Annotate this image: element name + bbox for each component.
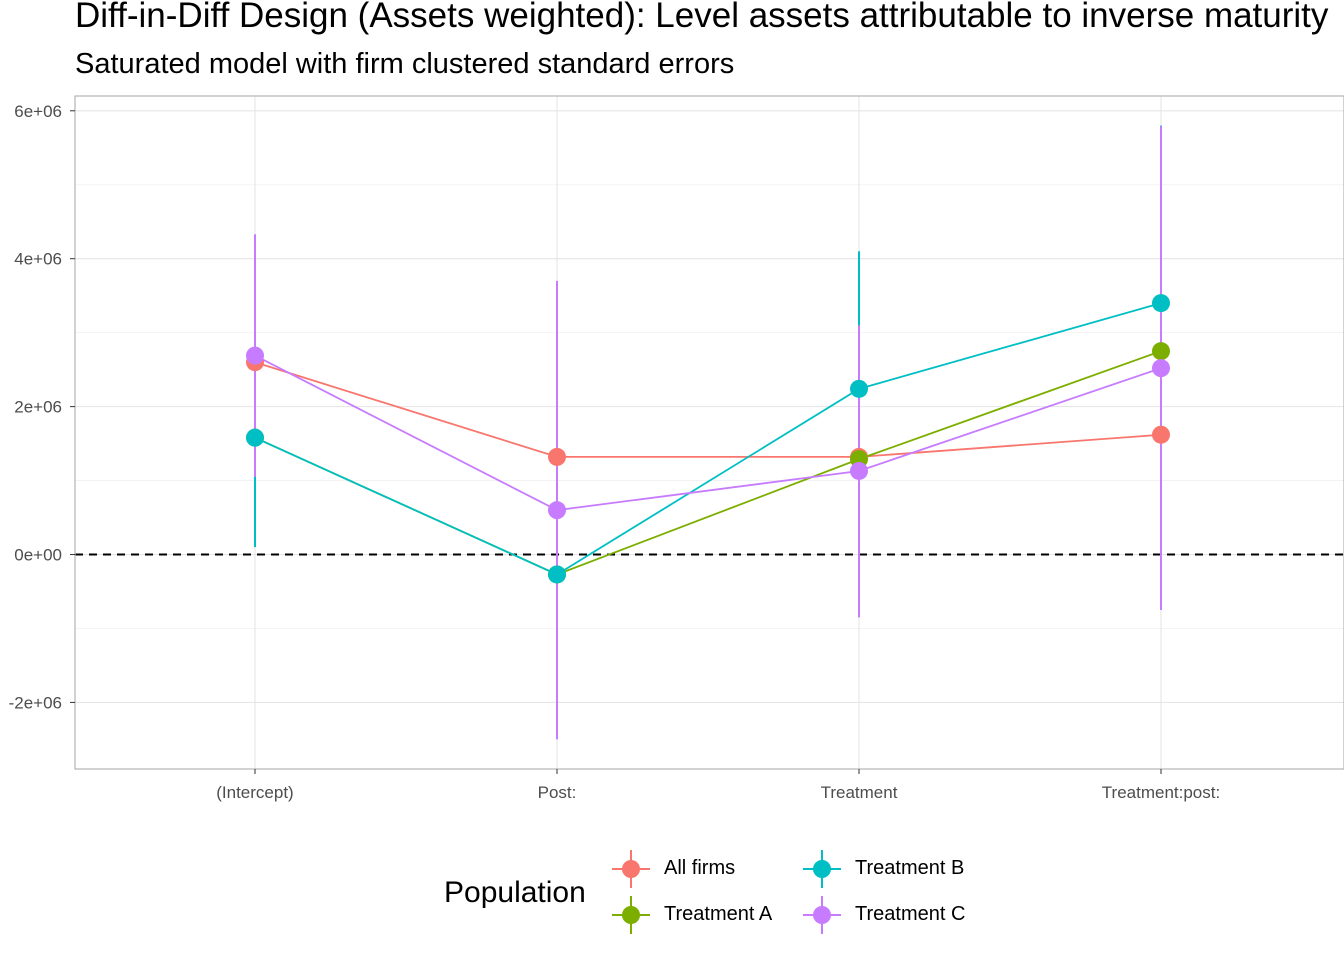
- x-tick-label: Treatment: [821, 783, 898, 802]
- plot-panel: [75, 96, 1344, 769]
- y-tick-label: -2e+06: [9, 693, 62, 712]
- data-point-all-firms: [548, 447, 566, 466]
- data-point-all-firms: [1152, 425, 1170, 444]
- y-tick-label: 2e+06: [14, 398, 62, 417]
- chart-title: Diff-in-Diff Design (Assets weighted): L…: [75, 0, 1329, 35]
- y-tick-label: 6e+06: [14, 102, 62, 121]
- legend-label: All firms: [664, 857, 736, 879]
- series-points: [246, 294, 1170, 584]
- series-line-treatment-b: [254, 302, 1162, 576]
- x-axis: (Intercept) Post: Treatment Treatment:post:: [216, 769, 1220, 802]
- x-tick-label: Treatment:post:: [1102, 783, 1220, 802]
- data-point-treatment-b: [850, 379, 868, 398]
- series-line-all-firms: [254, 361, 1162, 458]
- data-point-treatment-c: [548, 501, 566, 520]
- data-point-treatment-a: [1152, 342, 1170, 361]
- series-lines: [254, 302, 1162, 576]
- legend-label: Treatment C: [855, 903, 966, 925]
- legend-key-point: [622, 860, 640, 878]
- legend-key-point: [622, 906, 640, 924]
- legend-label: Treatment A: [664, 903, 773, 925]
- legend-key-treatment-a: [612, 896, 650, 934]
- plot-border: [74, 95, 1344, 770]
- legend-key-all-firms: [612, 850, 650, 888]
- y-tick-label: 0e+00: [14, 546, 62, 565]
- data-point-treatment-b: [548, 565, 566, 584]
- series-line-treatment-c: [254, 354, 1162, 512]
- legend-key-treatment-b: [803, 850, 841, 888]
- legend-key-treatment-c: [803, 896, 841, 934]
- data-point-treatment-c: [1152, 359, 1170, 378]
- legend-label: Treatment B: [855, 857, 965, 879]
- chart-subtitle: Saturated model with firm clustered stan…: [75, 48, 735, 80]
- data-point-treatment-b: [1152, 294, 1170, 313]
- data-point-treatment-b: [246, 428, 264, 447]
- data-point-treatment-c: [850, 461, 868, 480]
- legend-title: Population: [444, 876, 586, 909]
- data-point-treatment-c: [246, 346, 264, 365]
- x-tick-label: (Intercept): [216, 783, 293, 802]
- minor-gridlines: [75, 184, 1344, 629]
- plot-area: -2e+06 0e+00 2e+06 4e+06 6e+06 (Intercept) Po…: [9, 95, 1344, 802]
- y-axis: -2e+06 0e+00 2e+06 4e+06 6e+06: [9, 102, 75, 712]
- legend-key-point: [813, 860, 831, 878]
- x-tick-label: Post:: [538, 783, 577, 802]
- legend-key-point: [813, 906, 831, 924]
- y-tick-label: 4e+06: [14, 250, 62, 269]
